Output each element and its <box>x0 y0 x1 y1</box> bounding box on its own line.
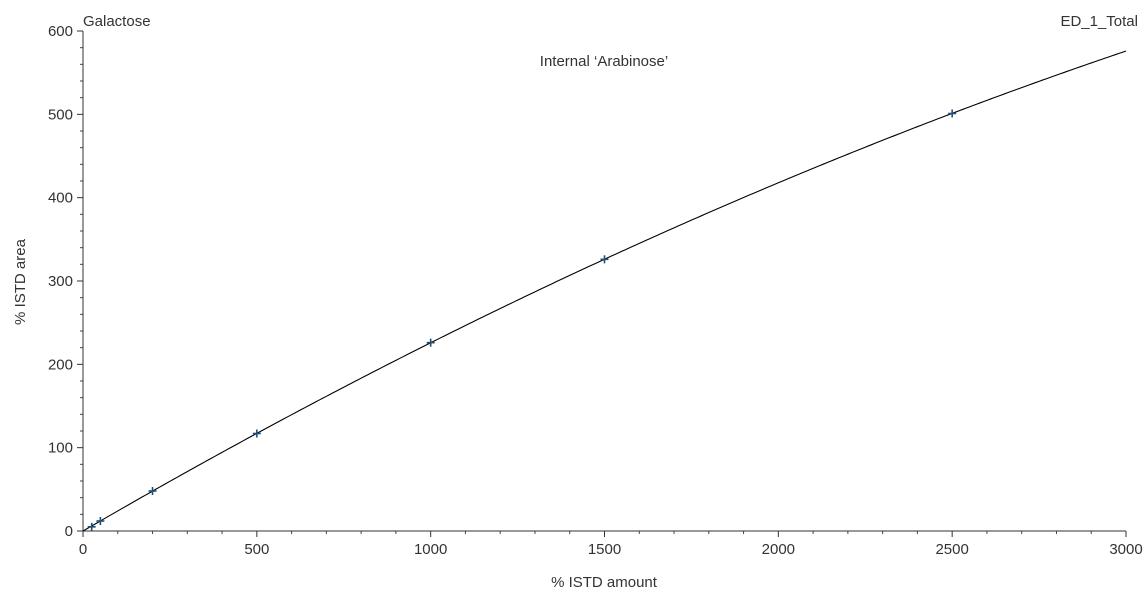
data-point <box>87 522 96 531</box>
y-axis-title: % ISTD area <box>12 238 29 325</box>
channel-label: ED_1_Total <box>1060 13 1138 30</box>
data-point <box>96 517 105 525</box>
data-point <box>600 255 609 264</box>
y-tick-label: 400 <box>48 190 73 207</box>
x-tick-label: 1500 <box>588 541 621 558</box>
tick-labels: 0 500 1000 1500 2000 2500 3000 0 100 200 300 400 500… <box>48 23 1143 558</box>
x-axis-title: % ISTD amount <box>551 574 658 591</box>
data-point <box>948 109 957 118</box>
x-tick-label: 500 <box>244 541 269 558</box>
y-tick-label: 300 <box>48 273 73 290</box>
fit-curve-line <box>82 50 1127 532</box>
data-point <box>252 429 261 438</box>
y-tick-label: 500 <box>48 106 73 123</box>
y-tick-label: 200 <box>48 356 73 373</box>
x-tick-label: 0 <box>79 541 87 558</box>
chart-title: Internal ‘Arabinose’ <box>540 53 668 70</box>
data-point <box>148 487 157 495</box>
y-tick-label: 600 <box>48 23 73 40</box>
x-tick-label: 1000 <box>414 541 447 558</box>
compound-label: Galactose <box>83 13 151 30</box>
y-tick-label: 0 <box>65 523 73 540</box>
data-points <box>87 109 957 531</box>
major-ticks <box>77 30 1127 537</box>
data-point <box>426 338 435 347</box>
y-tick-label: 100 <box>48 440 73 457</box>
x-tick-label: 2500 <box>935 541 968 558</box>
x-tick-label: 3000 <box>1109 541 1142 558</box>
x-tick-label: 2000 <box>762 541 795 558</box>
minor-ticks <box>80 47 1092 534</box>
